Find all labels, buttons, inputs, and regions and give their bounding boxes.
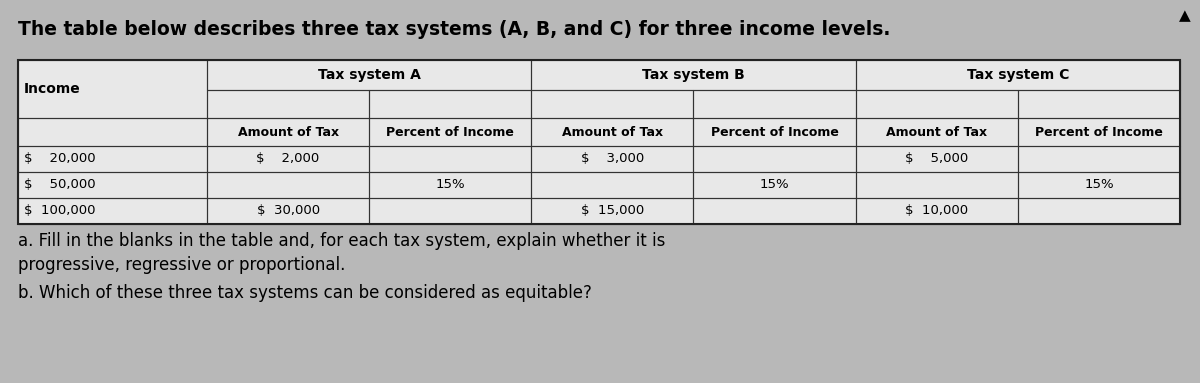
Bar — [18, 172, 206, 198]
Text: Percent of Income: Percent of Income — [1034, 126, 1163, 139]
Bar — [1018, 118, 1180, 146]
Bar — [370, 198, 532, 224]
Bar — [694, 172, 856, 198]
Text: Tax system A: Tax system A — [318, 68, 420, 82]
Bar — [370, 118, 532, 146]
Text: Percent of Income: Percent of Income — [386, 126, 514, 139]
Bar — [206, 90, 370, 118]
Bar — [1018, 146, 1180, 172]
Bar — [1018, 90, 1180, 118]
Bar — [206, 60, 532, 90]
Bar — [18, 60, 1180, 224]
Text: Income: Income — [24, 82, 80, 96]
Bar — [532, 90, 694, 118]
Bar — [694, 146, 856, 172]
Bar — [532, 172, 694, 198]
Text: $    2,000: $ 2,000 — [257, 152, 319, 165]
Bar — [856, 118, 1018, 146]
Text: Amount of Tax: Amount of Tax — [886, 126, 988, 139]
Bar — [206, 198, 370, 224]
Bar — [370, 172, 532, 198]
Bar — [856, 198, 1018, 224]
Text: 15%: 15% — [760, 178, 790, 192]
Text: $  100,000: $ 100,000 — [24, 205, 96, 218]
Bar — [694, 118, 856, 146]
Bar — [18, 118, 206, 146]
Text: $  15,000: $ 15,000 — [581, 205, 644, 218]
Text: ▲: ▲ — [1180, 8, 1190, 23]
Text: Amount of Tax: Amount of Tax — [562, 126, 662, 139]
Text: Percent of Income: Percent of Income — [710, 126, 839, 139]
Bar — [856, 60, 1180, 90]
Bar — [1018, 172, 1180, 198]
Bar — [532, 118, 694, 146]
Bar — [18, 146, 206, 172]
Text: Tax system C: Tax system C — [967, 68, 1069, 82]
Text: Amount of Tax: Amount of Tax — [238, 126, 338, 139]
Bar — [206, 118, 370, 146]
Text: $  30,000: $ 30,000 — [257, 205, 319, 218]
Bar — [532, 60, 856, 90]
Bar — [206, 146, 370, 172]
Bar — [694, 198, 856, 224]
Text: $  10,000: $ 10,000 — [905, 205, 968, 218]
Bar — [532, 198, 694, 224]
Bar — [370, 146, 532, 172]
Text: $    5,000: $ 5,000 — [905, 152, 968, 165]
Bar — [206, 172, 370, 198]
Bar — [856, 172, 1018, 198]
Text: $    50,000: $ 50,000 — [24, 178, 96, 192]
Text: $    20,000: $ 20,000 — [24, 152, 96, 165]
Text: b. Which of these three tax systems can be considered as equitable?: b. Which of these three tax systems can … — [18, 284, 592, 302]
Text: The table below describes three tax systems (A, B, and C) for three income level: The table below describes three tax syst… — [18, 20, 890, 39]
Text: a. Fill in the blanks in the table and, for each tax system, explain whether it : a. Fill in the blanks in the table and, … — [18, 232, 665, 273]
Bar — [856, 146, 1018, 172]
Bar — [1018, 198, 1180, 224]
Bar — [694, 90, 856, 118]
Text: $    3,000: $ 3,000 — [581, 152, 644, 165]
Bar — [856, 90, 1018, 118]
Text: 15%: 15% — [436, 178, 466, 192]
Bar — [18, 60, 206, 118]
Bar — [370, 90, 532, 118]
Bar — [18, 198, 206, 224]
Text: 15%: 15% — [1084, 178, 1114, 192]
Text: Tax system B: Tax system B — [642, 68, 745, 82]
Bar — [532, 146, 694, 172]
Bar — [18, 60, 1180, 224]
